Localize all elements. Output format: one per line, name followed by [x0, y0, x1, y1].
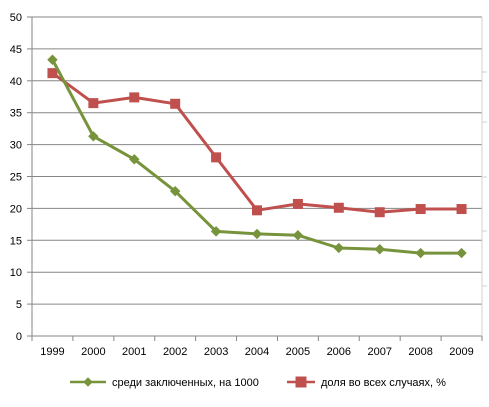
y-tick-label: 30	[10, 140, 22, 152]
y-tick-labels: 0 5 10 15 20 25 30 35 40 45 50	[10, 12, 22, 343]
data-point-square	[88, 98, 99, 109]
y-tick-label: 45	[10, 44, 22, 56]
legend: среди заключенных, на 1000 доля во всех …	[70, 376, 446, 389]
legend-item-series-2: доля во всех случаях, %	[287, 376, 446, 389]
data-point-diamond	[374, 244, 385, 255]
data-point-diamond	[47, 54, 58, 65]
axes	[27, 16, 487, 341]
data-point-diamond	[251, 228, 263, 240]
x-tick-label: 2000	[81, 346, 105, 358]
legend-marker-square	[295, 376, 307, 388]
data-point-diamond	[292, 229, 304, 241]
data-point-square	[252, 205, 262, 216]
y-tick-label: 25	[10, 172, 22, 184]
x-tick-label: 2003	[204, 346, 228, 358]
legend-marker-diamond	[83, 377, 93, 387]
y-tick-label: 20	[10, 203, 22, 215]
legend-label-series-1: среди заключенных, на 1000	[112, 377, 259, 389]
data-point-diamond	[88, 131, 99, 142]
data-point-square	[211, 152, 222, 163]
data-point-diamond	[169, 185, 181, 197]
data-point-square	[47, 68, 58, 79]
data-point-diamond	[129, 154, 140, 165]
legend-item-series-1: среди заключенных, на 1000	[70, 377, 259, 389]
data-point-square	[170, 98, 181, 109]
x-tick-label: 2004	[245, 346, 269, 358]
x-tick-label: 2001	[122, 346, 146, 358]
data-point-square	[292, 198, 303, 209]
data-point-square	[456, 204, 467, 215]
y-tick-label: 40	[10, 76, 22, 88]
x-tick-label: 1999	[40, 346, 64, 358]
data-point-diamond	[456, 247, 467, 259]
gridlines	[32, 16, 482, 305]
x-tick-label: 2007	[367, 346, 391, 358]
legend-label-series-2: доля во всех случаях, %	[321, 377, 446, 389]
x-tick-label: 2009	[449, 346, 473, 358]
y-tick-label: 35	[10, 108, 22, 120]
data-point-square	[333, 202, 344, 213]
data-point-square	[374, 207, 385, 218]
y-tick-label: 5	[16, 299, 22, 311]
data-point-diamond	[210, 226, 222, 237]
data-point-diamond	[415, 247, 426, 259]
x-tick-label: 2005	[286, 346, 310, 358]
y-tick-label: 10	[10, 267, 22, 279]
data-point-square	[129, 92, 140, 103]
data-point-diamond	[333, 242, 345, 254]
x-tick-label: 2002	[163, 346, 187, 358]
data-point-square	[415, 204, 426, 215]
series-group	[47, 54, 467, 259]
y-tick-label: 15	[10, 235, 22, 247]
x-tick-label: 2006	[327, 346, 351, 358]
x-tick-label: 2008	[408, 346, 432, 358]
y-tick-label: 0	[16, 331, 22, 343]
y-tick-label: 50	[10, 12, 22, 24]
x-tick-labels: 1999 2000 2001 2002 2003 2004 2005 2006 2007 2008…	[40, 346, 474, 358]
